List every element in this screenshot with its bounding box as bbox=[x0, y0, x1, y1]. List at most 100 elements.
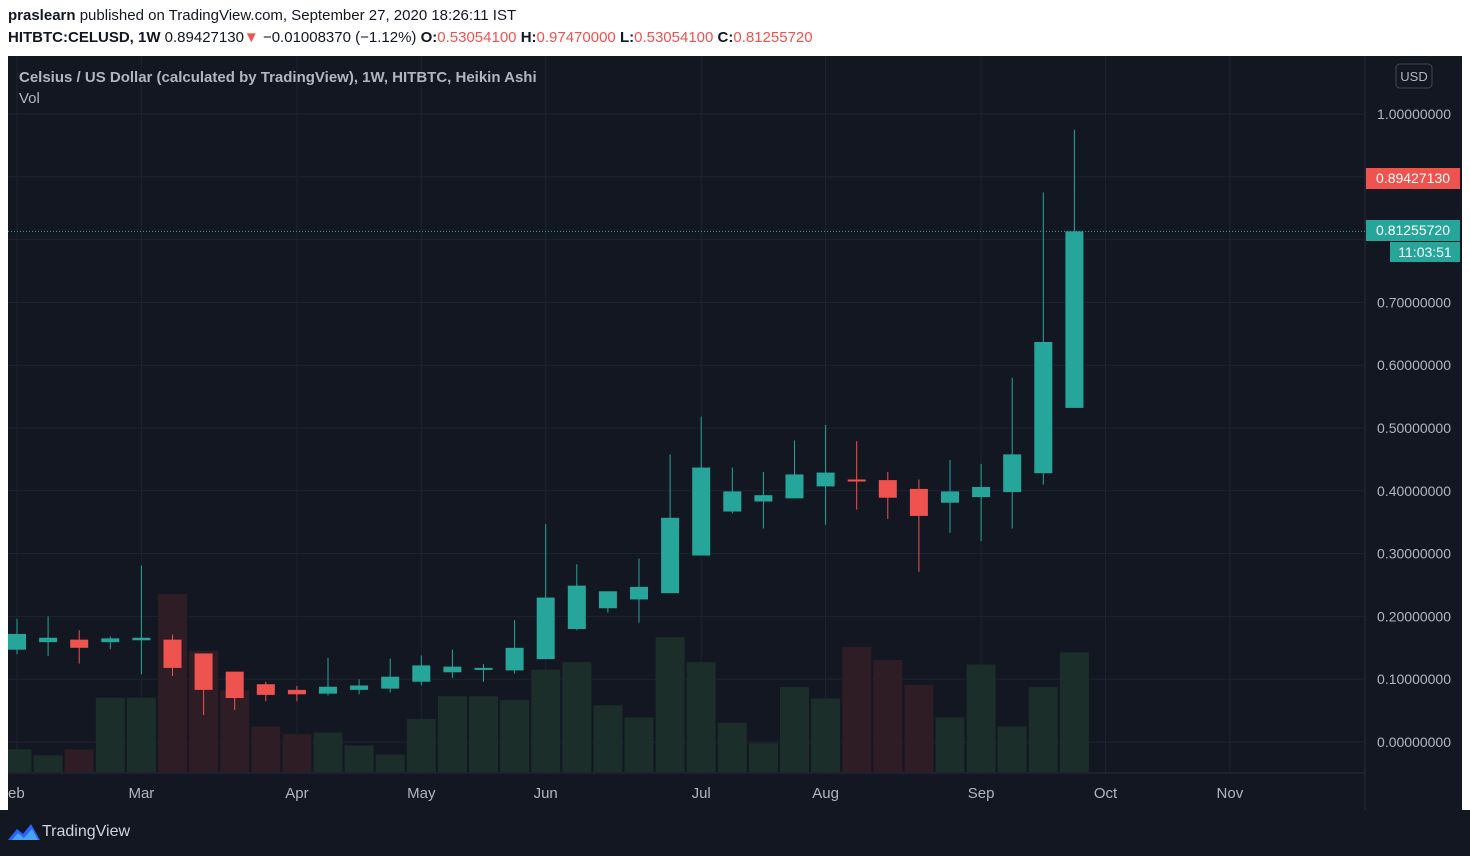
candle-body bbox=[598, 591, 617, 609]
volume-bar bbox=[95, 697, 125, 772]
candle-body bbox=[847, 479, 866, 482]
time-tick-label: Jul bbox=[692, 785, 711, 802]
volume-bar bbox=[344, 745, 374, 772]
ohlc-line: HITBTC:CELUSD, 1W 0.89427130▼ −0.0100837… bbox=[8, 29, 813, 46]
low-value: 0.53054100 bbox=[634, 29, 714, 46]
last-price: 0.89427130 bbox=[164, 29, 244, 46]
open-value: 0.53054100 bbox=[437, 29, 517, 46]
published-text: published on TradingView.com, September … bbox=[79, 7, 517, 24]
candle-body bbox=[39, 637, 58, 643]
candle-body bbox=[692, 467, 711, 556]
candle-body bbox=[194, 653, 213, 690]
volume-bar bbox=[811, 698, 841, 772]
candle-body bbox=[350, 685, 369, 690]
candle-body bbox=[816, 472, 835, 487]
candle-body bbox=[972, 487, 991, 498]
legend-volume[interactable]: Vol bbox=[19, 90, 40, 107]
time-axis[interactable]: eb Mar Apr May Jun Jul Aug Sep Oct Nov bbox=[8, 785, 1244, 802]
volume-bar bbox=[1059, 652, 1089, 772]
candle-body bbox=[381, 676, 400, 689]
price-change: −0.01008370 (−1.12%) bbox=[262, 29, 417, 46]
candle-body bbox=[287, 689, 306, 695]
time-tick-label: Sep bbox=[968, 785, 995, 802]
volume-bars bbox=[2, 594, 1089, 772]
countdown-timer: 11:03:51 bbox=[1398, 244, 1452, 260]
currency-button[interactable]: USD bbox=[1395, 63, 1433, 89]
price-tick-label: 0.60000000 bbox=[1377, 357, 1451, 373]
candle-body bbox=[132, 637, 151, 641]
price-tick-label: 0.10000000 bbox=[1377, 671, 1451, 687]
high-label: H: bbox=[520, 29, 537, 46]
candle-body bbox=[661, 517, 680, 594]
volume-bar bbox=[251, 726, 281, 772]
candle-body bbox=[163, 639, 182, 668]
volume-bar bbox=[313, 732, 343, 772]
volume-bar bbox=[655, 637, 685, 772]
volume-bar bbox=[282, 734, 312, 772]
volume-bar bbox=[126, 697, 156, 772]
price-tag-high: 0.89427130 bbox=[1366, 168, 1460, 189]
candle-body bbox=[941, 491, 959, 503]
volume-bar bbox=[842, 647, 872, 772]
close-label: C: bbox=[717, 29, 734, 46]
time-tick-label: Jun bbox=[534, 785, 558, 802]
candle-body bbox=[1065, 231, 1084, 408]
candle-body bbox=[754, 495, 773, 502]
volume-bar bbox=[904, 684, 934, 772]
candle-body bbox=[412, 665, 431, 682]
time-tick-label: eb bbox=[8, 785, 25, 802]
high-value: 0.97470000 bbox=[536, 29, 616, 46]
price-tick-label: 0.70000000 bbox=[1377, 294, 1451, 310]
candle-body bbox=[474, 667, 493, 670]
time-tick-label: Oct bbox=[1094, 785, 1118, 802]
volume-bar bbox=[500, 700, 530, 772]
volume-bar bbox=[531, 669, 561, 772]
candle-body bbox=[785, 474, 804, 499]
chart-container[interactable]: 1.00000000 0.70000000 0.60000000 0.50000000… bbox=[2, 56, 1462, 810]
candle-body bbox=[101, 638, 120, 643]
volume-bar bbox=[437, 696, 467, 772]
volume-bar bbox=[469, 696, 498, 772]
candle-body bbox=[630, 586, 648, 600]
volume-bar bbox=[935, 717, 965, 772]
open-label: O: bbox=[420, 29, 438, 46]
candle-body bbox=[567, 585, 586, 629]
volume-bar bbox=[780, 687, 809, 772]
volume-bar bbox=[873, 659, 903, 772]
time-tick-label: Aug bbox=[812, 785, 839, 802]
publish-header: praslearn published on TradingView.com, … bbox=[0, 0, 1470, 56]
candles bbox=[8, 129, 1084, 715]
price-tag-high-text: 0.89427130 bbox=[1376, 170, 1450, 186]
price-axis[interactable]: 1.00000000 0.70000000 0.60000000 0.50000000… bbox=[1377, 106, 1451, 750]
candle-body bbox=[1034, 341, 1053, 474]
volume-bar bbox=[1028, 687, 1058, 772]
footer: TradingView bbox=[0, 810, 1470, 856]
legend-title[interactable]: Celsius / US Dollar (calculated by Tradi… bbox=[19, 69, 537, 86]
time-tick-label: Apr bbox=[285, 785, 308, 802]
candle-body bbox=[70, 639, 89, 648]
publish-info: praslearn published on TradingView.com, … bbox=[8, 7, 516, 24]
time-tick-label: May bbox=[407, 785, 436, 802]
down-arrow-icon: ▼ bbox=[243, 29, 259, 46]
candle-body bbox=[225, 671, 244, 699]
candle-body bbox=[505, 647, 524, 671]
low-label: L: bbox=[619, 29, 635, 46]
footer-brand[interactable]: TradingView bbox=[42, 823, 131, 840]
currency-label: USD bbox=[1400, 69, 1427, 84]
volume-bar bbox=[375, 754, 405, 772]
candle-body bbox=[723, 491, 742, 512]
candle-body bbox=[1003, 454, 1022, 493]
symbol-label: HITBTC:CELUSD, 1W bbox=[8, 29, 161, 46]
volume-bar bbox=[2, 749, 32, 772]
candle-body bbox=[536, 597, 555, 660]
candle-body bbox=[256, 684, 275, 695]
publisher-name[interactable]: praslearn bbox=[8, 7, 76, 24]
volume-bar bbox=[33, 755, 63, 772]
price-tick-label: 0.20000000 bbox=[1377, 608, 1451, 624]
price-tick-label: 0.30000000 bbox=[1377, 546, 1451, 562]
volume-bar bbox=[748, 743, 778, 772]
candlestick-chart[interactable]: 1.00000000 0.70000000 0.60000000 0.50000000… bbox=[2, 56, 1462, 810]
price-tick-label: 0.40000000 bbox=[1377, 483, 1451, 499]
volume-bar bbox=[64, 749, 94, 772]
candle-body bbox=[909, 488, 928, 516]
